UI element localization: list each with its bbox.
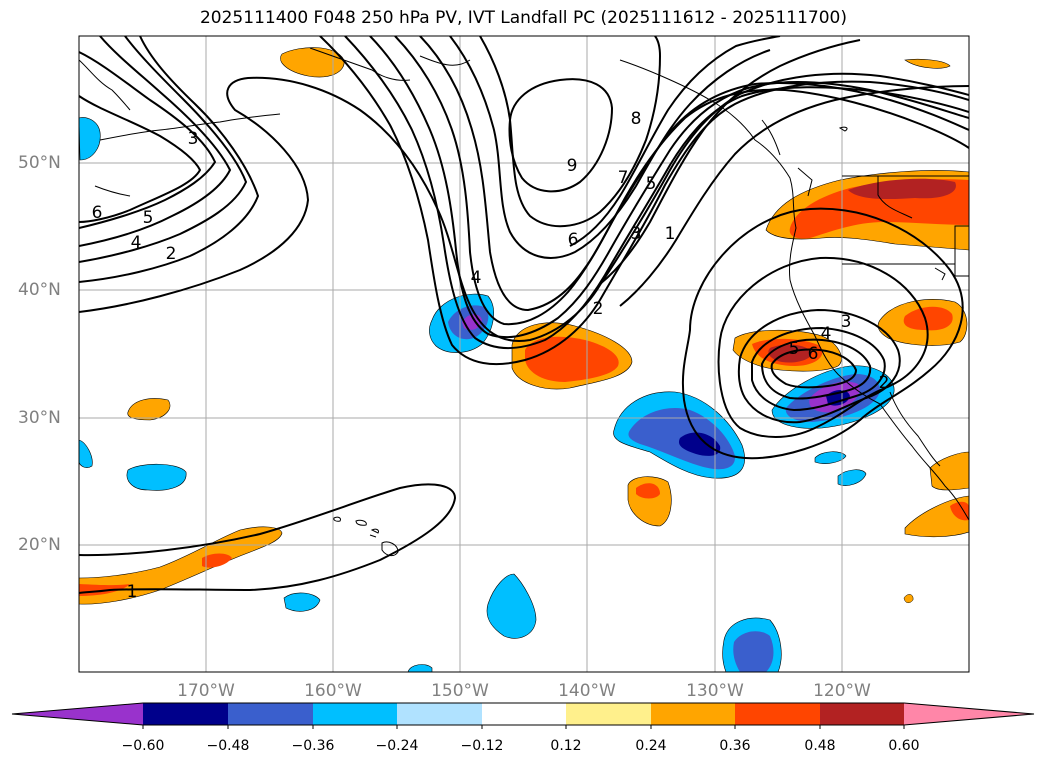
contour-label: 5: [143, 208, 154, 228]
colorbar-tick-label: 0.36: [719, 738, 751, 754]
contour-label: 1: [127, 582, 138, 602]
lat-label: 40°N: [18, 280, 61, 300]
lon-label: 140°W: [558, 681, 616, 701]
lat-label: 50°N: [18, 153, 61, 173]
colorbar-segment: [735, 703, 820, 725]
colorbar-segment: [482, 703, 566, 725]
contour-label: 3: [188, 129, 199, 149]
contour-label: 3: [631, 224, 642, 244]
colorbar-segment: [397, 703, 482, 725]
contour-label: 5: [646, 174, 657, 194]
colorbar-segment: [313, 703, 397, 725]
colorbar-tick-label: 0.24: [635, 738, 667, 754]
lon-label: 170°W: [177, 681, 235, 701]
contour-label: 2: [166, 244, 177, 264]
hawaii-islands: [333, 516, 399, 557]
colorbar-tick-label: −0.60: [121, 738, 165, 754]
colorbar-segment: [820, 703, 904, 725]
contour-label: 6: [568, 230, 579, 250]
contour-label: 6: [92, 203, 103, 223]
lat-label: 30°N: [18, 408, 61, 428]
lon-label: 130°W: [686, 681, 744, 701]
map-title: 2025111400 F048 250 hPa PV, IVT Landfall…: [199, 8, 847, 28]
lon-label: 120°W: [813, 681, 871, 701]
contour-label: 2: [879, 373, 890, 393]
contour-label: 6: [808, 344, 819, 364]
colorbar-tick-label: 0.48: [804, 738, 836, 754]
colorbar-tick-label: −0.12: [460, 738, 504, 754]
colorbar: [11, 702, 1035, 729]
contour-label: 9: [567, 156, 578, 176]
lon-label: 160°W: [304, 681, 362, 701]
colorbar-tick-label: −0.24: [375, 738, 419, 754]
contour-label: 8: [631, 109, 642, 129]
contour-label: 3: [841, 312, 852, 332]
colorbar-ticks: [142, 725, 905, 729]
contour-label: 7: [618, 168, 629, 188]
colorbar-under-triangle: [12, 703, 143, 725]
contour-label: 2: [593, 299, 604, 319]
pv-contours: [79, 36, 969, 594]
colorbar-tick-label: −0.48: [206, 738, 250, 754]
colorbar-tick-label: 0.12: [550, 738, 582, 754]
coastlines: [79, 47, 969, 521]
colorbar-segment: [228, 703, 313, 725]
colorbar-segment: [651, 703, 735, 725]
contour-labels: 3 6 5 4 2 9 8 7 5 6 3 1 4 2 5 6 4 3 2 1: [92, 109, 890, 602]
contour-label: 4: [471, 268, 482, 288]
colorbar-segment: [143, 703, 228, 725]
contour-label: 5: [789, 339, 800, 359]
contour-label: 4: [821, 324, 832, 344]
contour-label: 1: [665, 224, 676, 244]
lat-label: 20°N: [18, 535, 61, 555]
ivt-anomaly-fills: [79, 47, 969, 672]
colorbar-tick-label: −0.36: [291, 738, 335, 754]
colorbar-over-triangle: [904, 703, 1034, 725]
lon-label: 150°W: [431, 681, 489, 701]
colorbar-tick-label: 0.60: [888, 738, 920, 754]
map-frame: [78, 35, 970, 673]
colorbar-segment: [566, 703, 651, 725]
contour-label: 4: [131, 233, 142, 253]
